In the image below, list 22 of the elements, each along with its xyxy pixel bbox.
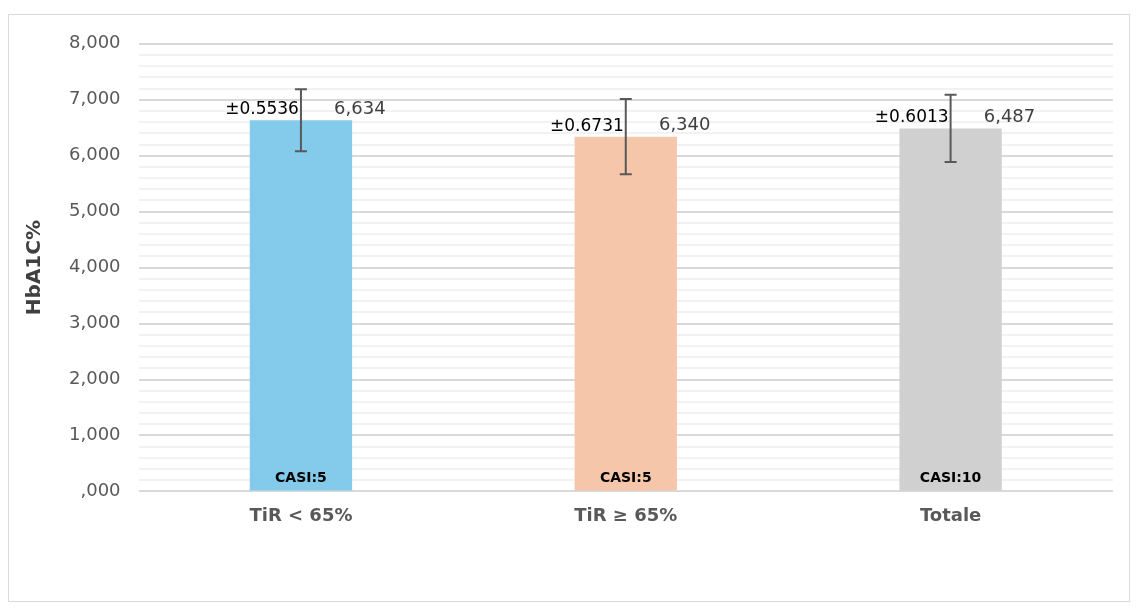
- y-tick-label: 5,000: [69, 199, 121, 221]
- y-tick-label: ,000: [80, 479, 121, 501]
- y-tick-label: 4,000: [69, 255, 121, 277]
- annotation: CASI:5: [275, 469, 327, 486]
- x-tick-label: TiR ≥ 65%: [574, 503, 678, 525]
- data-label: 6,634: [334, 96, 386, 118]
- y-tick-label: 3,000: [69, 311, 121, 333]
- annotation: ±0.6731: [550, 114, 624, 135]
- y-tick-label: 8,000: [69, 31, 121, 53]
- annotation: CASI:5: [599, 469, 652, 486]
- data-label: 6,487: [983, 105, 1036, 127]
- y-tick-label: 7,000: [69, 87, 121, 109]
- x-tick-label: TiR < 65%: [249, 503, 353, 525]
- annotation: CASI:10: [919, 469, 982, 486]
- y-tick-label: 1,000: [69, 423, 121, 445]
- x-tick-label: Totale: [919, 503, 982, 525]
- data-label: 6,340: [658, 113, 711, 135]
- y-tick-label: 6,000: [69, 143, 121, 165]
- y-axis-title: HbA1C%: [21, 220, 46, 316]
- annotation: ±0.5536: [225, 98, 299, 119]
- y-tick-label: 2,000: [69, 367, 121, 389]
- annotation: ±0.6013: [874, 106, 949, 127]
